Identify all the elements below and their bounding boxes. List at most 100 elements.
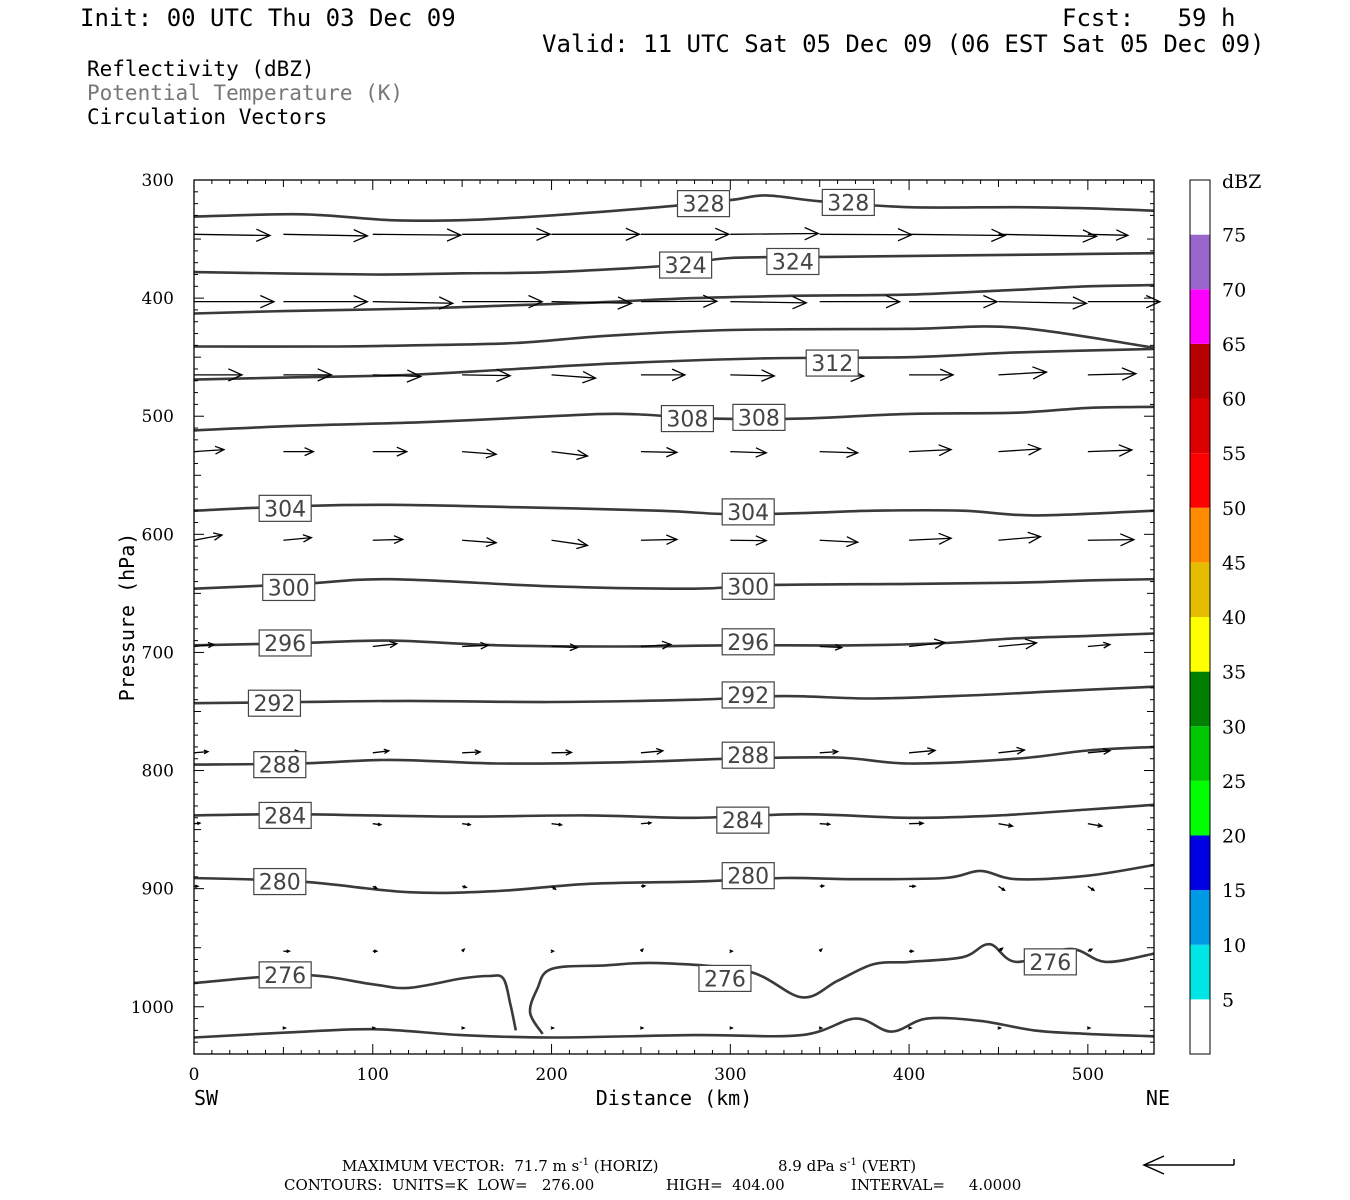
- wind-vector: [639, 948, 644, 953]
- wind-vector: [819, 228, 914, 242]
- contour-label-324: 324: [659, 251, 713, 279]
- theta-contour-300: [193, 577, 1155, 591]
- wind-vector: [193, 821, 202, 826]
- theta-contour-304: [193, 503, 1155, 517]
- wind-vector: [283, 447, 315, 457]
- wind-vector: [640, 446, 679, 458]
- y-tick-label: 300: [142, 171, 174, 191]
- wind-vector: [998, 531, 1043, 544]
- wind-vector: [551, 227, 642, 241]
- svg-text:312: 312: [811, 352, 853, 377]
- contours-high: HIGH= 404.00: [666, 1176, 785, 1194]
- svg-text:304: 304: [264, 497, 306, 522]
- svg-text:328: 328: [682, 193, 724, 218]
- contour-label-300: 300: [721, 572, 775, 600]
- wind-vector: [909, 294, 999, 309]
- wind-vector: [998, 947, 1004, 952]
- contour-label-292: 292: [721, 681, 775, 709]
- wind-vector: [551, 822, 564, 827]
- wind-vector: [909, 532, 953, 545]
- x-tick-label: 200: [535, 1065, 567, 1085]
- contour-label-308: 308: [660, 404, 715, 433]
- svg-text:284: 284: [264, 804, 306, 829]
- wind-vector: [998, 366, 1049, 380]
- wind-vector: [909, 747, 937, 756]
- contour-layer: [193, 194, 1155, 1039]
- theta-contour-272: [193, 1016, 1155, 1039]
- wind-vector: [194, 368, 244, 382]
- contour-label-304: 304: [721, 498, 775, 526]
- wind-vector: [462, 227, 552, 241]
- wind-vector: [551, 449, 590, 461]
- wind-vector: [372, 228, 463, 242]
- contour-label-296: 296: [258, 629, 312, 657]
- theta-contour-280: [193, 863, 1155, 895]
- colorbar-bin: [1190, 617, 1210, 672]
- wind-vector: [730, 535, 768, 546]
- valid-time: Valid: 11 UTC Sat 05 Dec 09 (06 EST Sat …: [542, 30, 1265, 58]
- wind-vector: [461, 1026, 466, 1030]
- wind-vector: [372, 446, 409, 457]
- wind-vector: [194, 884, 200, 889]
- svg-text:288: 288: [727, 744, 769, 769]
- colorbar-bin: [1190, 944, 1210, 1000]
- wind-vector: [819, 643, 844, 651]
- x-axis-left-direction: SW: [194, 1086, 219, 1110]
- y-tick-label: 1000: [131, 998, 174, 1018]
- colorbar-bin: [1190, 507, 1210, 563]
- contour-label-280: 280: [253, 867, 307, 896]
- colorbar-bin: [1190, 835, 1210, 891]
- contour-label-328: 328: [676, 190, 731, 218]
- svg-text:276: 276: [704, 967, 746, 992]
- wind-vector: [461, 948, 466, 953]
- contours-info: CONTOURS: UNITS=K LOW= 276.00: [284, 1176, 594, 1194]
- colorbar-bin: [1190, 890, 1210, 945]
- wind-vector: [551, 749, 574, 756]
- wind-vector: [640, 821, 653, 825]
- wind-vector: [819, 446, 860, 459]
- wind-vector: [909, 444, 953, 457]
- wind-vector: [372, 949, 379, 954]
- forecast-hour: Fcst: 59 h: [1062, 4, 1236, 32]
- wind-vector: [371, 1026, 377, 1030]
- svg-text:300: 300: [268, 576, 310, 601]
- wind-vector: [194, 294, 276, 309]
- wind-vector: [909, 368, 955, 382]
- colorbar-tick-label: 50: [1222, 498, 1246, 520]
- wind-vector: [462, 822, 472, 827]
- y-tick-label: 800: [142, 762, 174, 782]
- theta-contour-312: [193, 347, 1155, 381]
- wind-vector: [283, 949, 291, 954]
- colorbar-bin: [1190, 453, 1210, 508]
- theta-contour-284: [193, 803, 1155, 820]
- axes-layer: 0 100 200 300 400 500 300 400 500 600 700 800 900 100…: [131, 171, 1154, 1085]
- wind-vector: [998, 638, 1039, 650]
- contour-label-288: 288: [721, 741, 775, 769]
- svg-text:280: 280: [259, 871, 301, 896]
- wind-vector: [462, 294, 544, 309]
- contour-label-296: 296: [721, 628, 775, 656]
- colorbar-bin: [1190, 999, 1210, 1054]
- x-tick-label: 0: [189, 1065, 200, 1085]
- svg-text:328: 328: [827, 191, 869, 216]
- theta-contour-292: [193, 685, 1155, 705]
- wind-vector: [550, 1026, 556, 1030]
- legend-potential-temperature: Potential Temperature (K): [87, 81, 404, 105]
- wind-vector: [640, 227, 731, 241]
- colorbar-bin: [1190, 780, 1210, 836]
- wind-vector: [909, 949, 915, 954]
- contours-units: UNITS=K: [392, 1176, 468, 1194]
- svg-text:300: 300: [727, 575, 769, 600]
- wind-vector: [1087, 823, 1104, 828]
- svg-text:324: 324: [665, 254, 707, 279]
- wind-vector: [998, 823, 1015, 828]
- wind-vector: [550, 949, 556, 954]
- colorbar-tick-label: 75: [1222, 225, 1246, 247]
- contour-label-288: 288: [253, 751, 307, 779]
- colorbar-border: [1189, 179, 1211, 1055]
- x-axis-label: Distance (km): [596, 1086, 753, 1110]
- reference-vector: [1142, 1155, 1235, 1175]
- max-vector-value: MAXIMUM VECTOR: 71.7 m s: [342, 1157, 580, 1175]
- wind-vector: [998, 885, 1006, 892]
